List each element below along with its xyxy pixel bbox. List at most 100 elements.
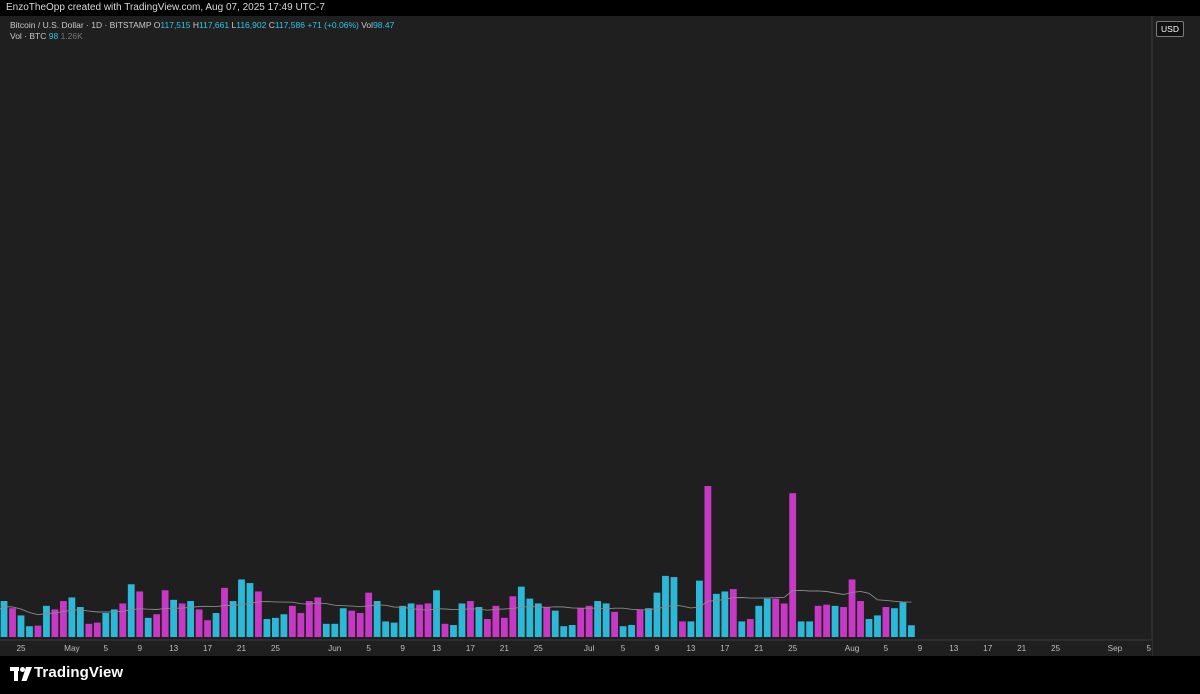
volume-bar xyxy=(161,590,169,637)
volume-bar xyxy=(195,609,203,637)
volume-bar xyxy=(110,609,118,637)
volume-bar xyxy=(619,626,627,637)
close-label: C xyxy=(268,20,275,30)
volume-bar xyxy=(255,591,262,637)
time-tick-label: 21 xyxy=(1017,644,1027,653)
volume-bar xyxy=(874,615,881,637)
volume-bar xyxy=(170,599,178,637)
volume-bar xyxy=(365,592,373,637)
time-tick-label: Jun xyxy=(328,644,342,653)
time-tick-label: 9 xyxy=(655,644,660,653)
time-tick-label: 5 xyxy=(884,644,889,653)
volume-bar xyxy=(585,605,593,637)
vol-label: Vol xyxy=(361,20,374,30)
volume-bar xyxy=(204,620,211,637)
volume-bar xyxy=(26,626,33,637)
volume-bar xyxy=(568,625,576,637)
volume-bar xyxy=(93,622,101,637)
volume-bar xyxy=(653,592,661,637)
volume-bar xyxy=(119,603,127,637)
volume-bar xyxy=(263,619,271,637)
symbol-title[interactable]: Bitcoin / U.S. Dollar · 1D · BITSTAMP xyxy=(10,20,152,30)
chart-attribution: EnzoTheOpp created with TradingView.com,… xyxy=(0,0,1200,16)
volume-bar xyxy=(272,617,279,637)
volume-bar xyxy=(458,603,466,637)
time-tick-label: 5 xyxy=(621,644,626,653)
volume-bar xyxy=(246,583,254,637)
volume-bar xyxy=(865,619,873,637)
volume-bar xyxy=(305,601,313,637)
time-tick-label: 21 xyxy=(237,644,247,653)
volume-bar xyxy=(712,593,720,637)
chart-canvas[interactable]: 124,000122,000120,000118,000116,000114,0… xyxy=(0,16,1200,656)
brand-footer: TradingView xyxy=(0,656,1200,694)
volume-bar xyxy=(857,601,864,637)
volume-bar xyxy=(696,580,703,637)
volume-bar xyxy=(187,601,194,637)
close-value: 117,586 xyxy=(274,20,305,30)
volume-bar xyxy=(560,626,568,637)
volume-bar xyxy=(763,598,771,637)
volume-bar xyxy=(831,605,839,637)
volume-bar xyxy=(153,614,161,637)
volume-bar xyxy=(500,617,508,637)
time-tick-label: 17 xyxy=(203,644,213,653)
chart-legend: Bitcoin / U.S. Dollar · 1D · BITSTAMP O1… xyxy=(10,20,394,42)
volume-bar xyxy=(789,493,797,637)
time-tick-label: Sep xyxy=(1108,644,1123,653)
volume-bar xyxy=(891,608,898,637)
volume-indicator-label[interactable]: Vol · BTC xyxy=(10,31,47,41)
volume-bar xyxy=(178,603,186,637)
time-tick-label: 25 xyxy=(788,644,798,653)
time-tick-label: 9 xyxy=(400,644,405,653)
volume-bar xyxy=(85,623,93,637)
time-tick-label: 25 xyxy=(16,644,26,653)
time-tick-label: 9 xyxy=(137,644,142,653)
currency-selector[interactable]: USD xyxy=(1156,21,1184,37)
volume-bar xyxy=(416,604,423,637)
volume-bar xyxy=(34,625,42,637)
volume-bar xyxy=(339,608,347,637)
volume-bar xyxy=(43,605,50,637)
change-value: +71 (+0.06%) xyxy=(307,20,359,30)
volume-bar xyxy=(433,590,440,637)
volume-bar xyxy=(492,605,500,637)
volume-bar xyxy=(348,610,356,637)
volume-bar xyxy=(399,605,406,637)
volume-bar xyxy=(441,623,449,637)
volume-bar xyxy=(467,601,474,637)
open-value: 117,515 xyxy=(160,20,191,30)
time-tick-label: 9 xyxy=(918,644,923,653)
open-label: O xyxy=(153,20,161,30)
time-tick-label: 17 xyxy=(983,644,993,653)
volume-bar xyxy=(9,608,16,637)
low-value: 116,902 xyxy=(236,20,267,30)
volume-bar xyxy=(577,608,585,637)
volume-bar xyxy=(721,591,729,637)
high-label: H xyxy=(192,20,200,30)
time-tick-label: 13 xyxy=(169,644,179,653)
volume-bar xyxy=(314,597,322,637)
volume-bar xyxy=(755,605,763,637)
volume-bar xyxy=(526,598,534,637)
volume-bar xyxy=(390,622,398,637)
volume-bar xyxy=(746,619,754,637)
time-tick-label: 25 xyxy=(271,644,281,653)
tradingview-logo-icon xyxy=(10,667,32,681)
volume-bar xyxy=(127,584,135,637)
volume-bar xyxy=(594,601,602,637)
chart-panel[interactable]: 124,000122,000120,000118,000116,000114,0… xyxy=(0,16,1200,656)
volume-bar xyxy=(611,611,618,637)
volume-bar xyxy=(908,625,915,637)
time-tick-label: 5 xyxy=(366,644,371,653)
volume-bar xyxy=(806,621,814,637)
high-value: 117,661 xyxy=(199,20,230,30)
time-tick-label: 13 xyxy=(432,644,442,653)
time-tick-label: 25 xyxy=(1051,644,1061,653)
volume-bar xyxy=(475,607,483,637)
volume-bar xyxy=(823,604,830,637)
volume-bar xyxy=(840,607,847,637)
volume-bar xyxy=(636,609,644,637)
volume-bar xyxy=(780,603,788,637)
volume-bar xyxy=(373,601,381,637)
